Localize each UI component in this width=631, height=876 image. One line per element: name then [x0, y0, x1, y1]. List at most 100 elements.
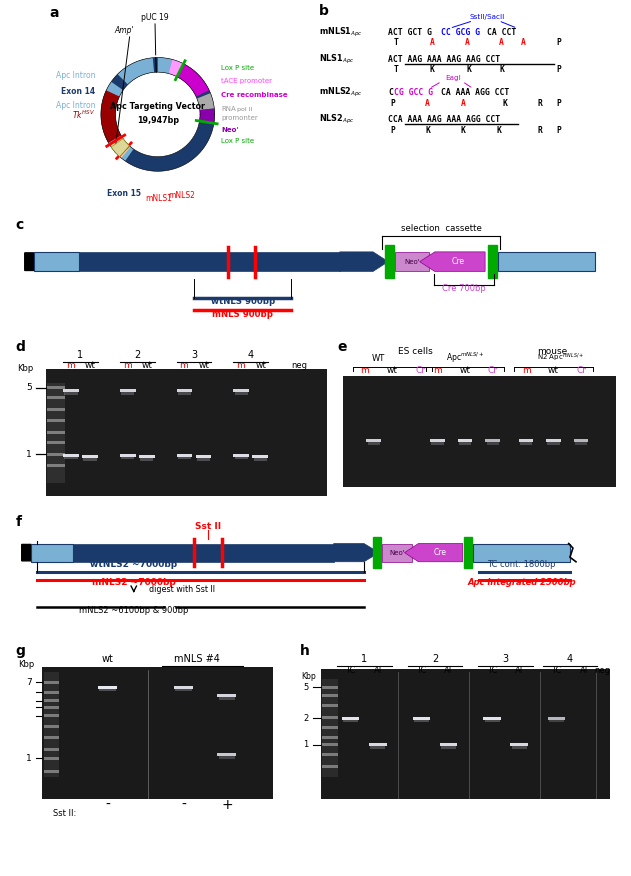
Bar	[254, 458, 267, 461]
Text: A: A	[521, 39, 526, 47]
Text: 4: 4	[567, 653, 573, 664]
Text: K: K	[430, 65, 435, 74]
Text: -: -	[105, 798, 110, 812]
Bar	[233, 390, 249, 392]
Bar	[44, 757, 59, 759]
Text: Cre recombinase: Cre recombinase	[221, 92, 288, 98]
Text: CG GCC G: CG GCC G	[394, 88, 433, 96]
Bar	[322, 726, 338, 730]
Text: A: A	[425, 98, 430, 108]
Bar	[321, 668, 610, 799]
Bar	[80, 252, 339, 272]
Bar	[120, 390, 136, 392]
Text: Cr: Cr	[415, 365, 425, 375]
Bar	[483, 717, 501, 720]
Text: 3: 3	[503, 653, 509, 664]
Text: wt: wt	[548, 365, 559, 375]
Text: 1: 1	[26, 753, 32, 763]
Text: K: K	[496, 126, 501, 135]
Text: wt: wt	[199, 361, 209, 370]
Bar	[235, 456, 248, 459]
Text: P: P	[556, 98, 561, 108]
Bar	[139, 456, 155, 458]
Text: mNLS #4: mNLS #4	[174, 653, 220, 664]
Text: neg: neg	[292, 361, 308, 370]
Bar	[373, 537, 381, 569]
Text: pUC 19: pUC 19	[141, 12, 169, 22]
Text: Exon 15: Exon 15	[107, 188, 141, 198]
Bar	[322, 686, 338, 689]
Polygon shape	[177, 64, 209, 96]
Bar	[322, 743, 338, 746]
Text: wt: wt	[85, 361, 96, 370]
Bar	[459, 442, 471, 445]
Text: Sst II: Sst II	[194, 521, 221, 531]
Text: Neo': Neo'	[221, 127, 239, 133]
Bar	[574, 440, 589, 442]
Bar	[292, 370, 327, 496]
Text: Lox P site: Lox P site	[221, 138, 254, 144]
Bar	[458, 440, 472, 442]
Bar	[31, 543, 73, 562]
Text: wt: wt	[102, 653, 114, 664]
Text: K: K	[425, 126, 430, 135]
Text: 2: 2	[304, 714, 309, 723]
Bar	[47, 383, 65, 483]
Bar	[233, 454, 249, 456]
Polygon shape	[101, 118, 134, 161]
Text: Amp': Amp'	[114, 26, 134, 35]
Bar	[322, 694, 338, 697]
Polygon shape	[117, 58, 154, 84]
Text: CA CCT: CA CCT	[487, 28, 517, 37]
Text: AI: AI	[374, 666, 382, 675]
Text: Cre 700bp: Cre 700bp	[442, 284, 486, 293]
Text: Exon 14: Exon 14	[61, 87, 95, 95]
Bar	[385, 245, 394, 279]
Text: wtNLS2 ~7000bp: wtNLS2 ~7000bp	[90, 560, 177, 569]
Bar	[64, 392, 78, 395]
Text: EagI: EagI	[445, 74, 461, 81]
Bar	[370, 746, 386, 749]
Text: 5: 5	[304, 682, 309, 692]
Text: e: e	[338, 340, 347, 354]
Bar	[44, 748, 59, 752]
Bar	[98, 686, 117, 689]
Bar	[42, 667, 273, 799]
Bar	[548, 442, 560, 445]
Bar	[382, 543, 413, 562]
Bar	[218, 753, 237, 756]
Text: b: b	[319, 4, 329, 18]
Text: ACT GCT G: ACT GCT G	[388, 28, 432, 37]
Bar	[140, 458, 153, 461]
Bar	[197, 458, 210, 461]
Text: m: m	[66, 361, 74, 370]
Text: $Tk^{HSV}$: $Tk^{HSV}$	[73, 109, 95, 121]
Text: TC: TC	[345, 666, 356, 675]
Text: wt: wt	[256, 361, 266, 370]
Polygon shape	[168, 60, 184, 77]
Text: P: P	[556, 126, 561, 135]
Text: +: +	[221, 798, 233, 812]
Bar	[485, 440, 500, 442]
Bar	[82, 456, 98, 458]
Bar	[322, 679, 338, 777]
Bar	[575, 442, 587, 445]
Bar	[322, 737, 338, 739]
Bar	[218, 756, 235, 759]
Bar	[177, 454, 192, 456]
Bar	[47, 396, 65, 399]
Bar	[549, 720, 564, 723]
Text: m: m	[433, 365, 442, 375]
Bar	[488, 245, 497, 279]
Text: 7: 7	[26, 678, 32, 687]
Bar	[322, 716, 338, 719]
Text: A: A	[430, 39, 435, 47]
Bar	[178, 392, 191, 395]
Text: K: K	[461, 126, 466, 135]
Bar	[218, 697, 235, 700]
Bar	[63, 454, 79, 456]
Text: A: A	[461, 98, 466, 108]
Text: 4: 4	[248, 350, 254, 360]
Bar	[63, 390, 79, 392]
Text: mNLS2 ~7000bp: mNLS2 ~7000bp	[92, 578, 175, 588]
